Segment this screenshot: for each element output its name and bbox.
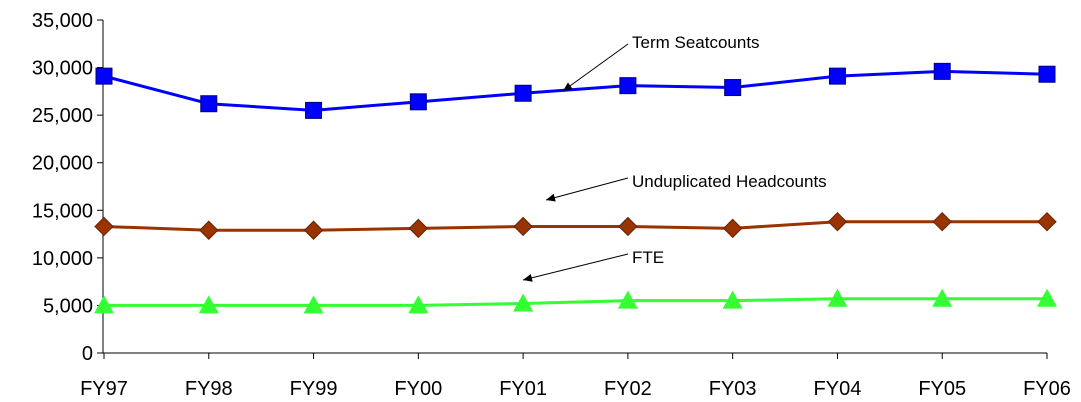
x-tick-label: FY04 xyxy=(814,378,862,400)
data-point xyxy=(198,295,219,314)
series-line xyxy=(103,220,1047,232)
data-point xyxy=(408,218,429,239)
data-point xyxy=(722,218,743,239)
data-point xyxy=(932,211,952,232)
y-tick-label: 15,000 xyxy=(32,200,93,222)
data-point xyxy=(722,290,743,309)
series-fte xyxy=(94,288,1057,314)
annotation-label: Unduplicated Headcounts xyxy=(632,172,827,191)
series-line xyxy=(104,297,1047,307)
data-point xyxy=(408,295,429,314)
data-point xyxy=(200,95,218,113)
annotation: Unduplicated Headcounts xyxy=(545,172,827,202)
x-tick-label: FY97 xyxy=(80,378,128,400)
x-tick-label: FY03 xyxy=(709,378,757,400)
data-point xyxy=(95,67,113,85)
annotation-label: Term Seatcounts xyxy=(632,33,760,52)
data-point xyxy=(94,216,114,237)
annotation-arrowhead xyxy=(523,273,533,282)
annotation-arrow-line xyxy=(562,43,629,92)
data-point xyxy=(94,295,114,314)
series-line xyxy=(103,69,1048,112)
data-point xyxy=(933,62,951,80)
x-tick-label: FY02 xyxy=(604,378,652,400)
annotation-arrow-line xyxy=(545,177,629,201)
series-layer xyxy=(94,62,1057,314)
data-point xyxy=(1037,211,1057,232)
x-tick-label: FY99 xyxy=(290,378,338,400)
annotation-arrowhead xyxy=(563,82,573,91)
y-tick-label: 25,000 xyxy=(32,105,93,127)
y-tick-label: 20,000 xyxy=(32,153,93,175)
annotation-arrowhead xyxy=(546,193,556,202)
data-point xyxy=(618,216,638,237)
y-tick-label: 35,000 xyxy=(32,10,93,32)
axes: 0 5,000 10,000 15,000 20,000 25,000 30,000 35,0… xyxy=(32,10,1071,400)
series-term-seatcounts xyxy=(95,62,1056,119)
data-point xyxy=(513,216,533,237)
data-point xyxy=(514,84,532,102)
data-point xyxy=(409,93,427,111)
x-tick-label: FY05 xyxy=(918,378,966,400)
data-point xyxy=(932,288,953,307)
data-point xyxy=(303,295,324,314)
annotation: Term Seatcounts xyxy=(562,33,760,92)
annotation-label: FTE xyxy=(632,248,664,267)
data-point xyxy=(617,290,638,309)
y-tick-label: 30,000 xyxy=(32,58,93,80)
y-tick-label: 10,000 xyxy=(32,248,93,270)
data-point xyxy=(827,211,848,232)
y-tick-label: 5,000 xyxy=(43,295,93,317)
annotation-layer: Term Seatcounts Unduplicated Headcounts FT… xyxy=(522,33,827,282)
x-tick-label: FY06 xyxy=(1023,378,1071,400)
data-point xyxy=(303,220,324,240)
y-tick-label: 0 xyxy=(82,343,93,365)
annotation-arrow-line xyxy=(522,253,629,281)
data-point xyxy=(828,67,846,85)
data-point xyxy=(513,293,534,312)
data-point xyxy=(1037,288,1057,307)
data-point xyxy=(305,101,323,119)
data-point xyxy=(199,220,219,240)
x-tick-label: FY01 xyxy=(499,378,547,400)
x-tick-label: FY98 xyxy=(185,378,233,400)
data-point xyxy=(1038,65,1056,83)
data-point xyxy=(827,288,848,307)
annotation: FTE xyxy=(522,248,664,282)
data-point xyxy=(619,77,637,95)
x-tick-label: FY00 xyxy=(394,378,442,400)
series-unduplicated-headcounts xyxy=(94,211,1057,240)
data-point xyxy=(724,79,742,97)
